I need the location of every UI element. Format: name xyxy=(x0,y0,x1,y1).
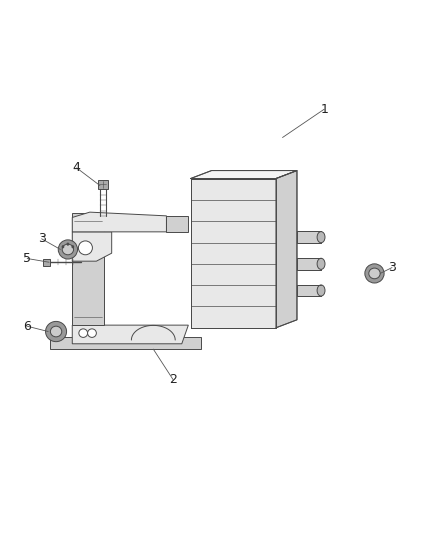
FancyBboxPatch shape xyxy=(43,259,50,266)
Ellipse shape xyxy=(72,246,74,248)
Ellipse shape xyxy=(62,244,74,255)
Polygon shape xyxy=(72,325,188,344)
Polygon shape xyxy=(72,232,112,261)
Text: 3: 3 xyxy=(38,232,46,245)
Ellipse shape xyxy=(46,321,67,342)
Text: 3: 3 xyxy=(388,261,396,274)
Text: 4: 4 xyxy=(73,161,81,174)
Polygon shape xyxy=(297,258,321,270)
Ellipse shape xyxy=(317,232,325,243)
Ellipse shape xyxy=(369,268,380,279)
Ellipse shape xyxy=(62,246,64,248)
Polygon shape xyxy=(72,213,104,325)
Ellipse shape xyxy=(317,259,325,269)
Ellipse shape xyxy=(317,285,325,296)
Polygon shape xyxy=(276,171,297,328)
Ellipse shape xyxy=(78,241,92,255)
FancyBboxPatch shape xyxy=(98,180,108,189)
Polygon shape xyxy=(191,171,297,179)
Polygon shape xyxy=(297,231,321,243)
Text: 2: 2 xyxy=(169,373,177,386)
Text: 6: 6 xyxy=(23,320,31,333)
Text: 5: 5 xyxy=(23,252,31,265)
Ellipse shape xyxy=(67,243,69,245)
Ellipse shape xyxy=(50,326,62,337)
Polygon shape xyxy=(50,337,201,349)
Polygon shape xyxy=(297,285,321,296)
Ellipse shape xyxy=(79,329,88,337)
Ellipse shape xyxy=(58,240,78,259)
Polygon shape xyxy=(166,216,188,232)
Polygon shape xyxy=(191,179,276,328)
Ellipse shape xyxy=(88,329,96,337)
Text: 1: 1 xyxy=(320,103,328,116)
Ellipse shape xyxy=(365,264,384,283)
Polygon shape xyxy=(72,212,166,232)
